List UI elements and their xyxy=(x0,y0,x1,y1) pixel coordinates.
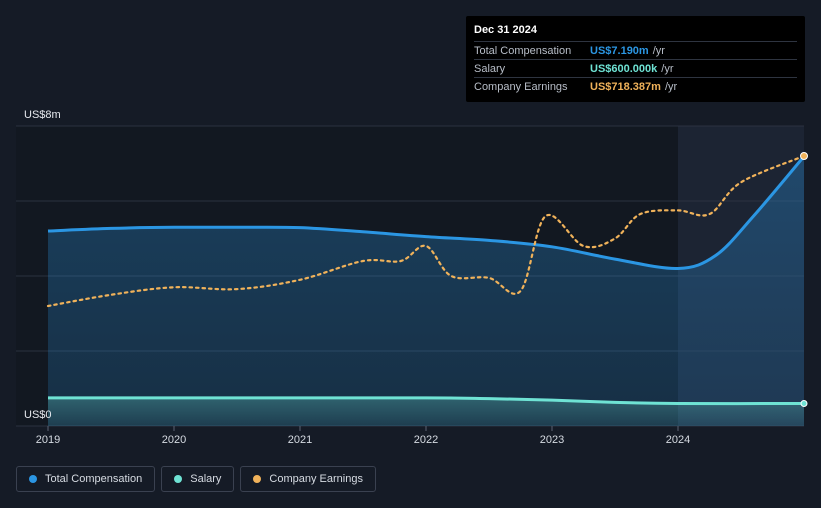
tooltip-unit-earnings: /yr xyxy=(664,80,678,93)
legend-dot-salary-icon xyxy=(174,475,183,483)
tooltip-row-salary: Salary US$600.000k /yr xyxy=(474,59,797,77)
tooltip-label-salary: Salary xyxy=(474,62,506,75)
legend: Total Compensation Salary Company Earnin… xyxy=(16,466,376,492)
salary-area xyxy=(48,397,804,426)
tooltip-label-earnings: Company Earnings xyxy=(474,80,568,93)
tooltip-value-salary: US$600.000k xyxy=(590,62,658,75)
x-tick-label: 2020 xyxy=(162,434,186,446)
tooltip-value-earnings: US$718.387m xyxy=(590,80,661,93)
tooltip: Dec 31 2024 Total Compensation US$7.190m… xyxy=(466,16,805,102)
legend-label-total: Total Compensation xyxy=(45,473,143,485)
tooltip-row-earnings: Company Earnings US$718.387m /yr xyxy=(474,77,797,95)
salary-end-point xyxy=(800,400,808,407)
x-tick-label: 2023 xyxy=(540,434,564,446)
legend-dot-earnings-icon xyxy=(253,475,262,483)
tooltip-row-total: Total Compensation US$7.190m /yr xyxy=(474,41,797,59)
legend-item-total-compensation[interactable]: Total Compensation xyxy=(16,466,156,492)
y-axis-max-label: US$8m xyxy=(24,109,61,121)
earnings-end-point xyxy=(800,152,808,160)
x-tick-label: 2019 xyxy=(36,434,60,446)
salary-line xyxy=(48,396,805,406)
x-tick-label: 2022 xyxy=(414,434,438,446)
total-compensation-area xyxy=(48,156,804,426)
y-axis-min-label: US$0 xyxy=(24,409,52,421)
tooltip-label-total: Total Compensation xyxy=(474,44,572,57)
tooltip-date: Dec 31 2024 xyxy=(474,24,537,36)
tooltip-unit-total: /yr xyxy=(652,44,665,57)
company-earnings-line xyxy=(46,154,806,308)
tooltip-value-total: US$7.190m xyxy=(590,44,649,57)
legend-label-salary: Salary xyxy=(190,473,222,485)
tooltip-unit-salary: /yr xyxy=(661,62,674,75)
x-tick-label: 2021 xyxy=(288,434,312,446)
x-tick-label: 2024 xyxy=(666,434,690,446)
legend-dot-total-icon xyxy=(29,475,37,483)
legend-label-earnings: Company Earnings xyxy=(269,473,363,485)
total-compensation-line xyxy=(47,155,806,271)
legend-item-company-earnings[interactable]: Company Earnings xyxy=(240,466,376,492)
legend-item-salary[interactable]: Salary xyxy=(161,466,235,492)
